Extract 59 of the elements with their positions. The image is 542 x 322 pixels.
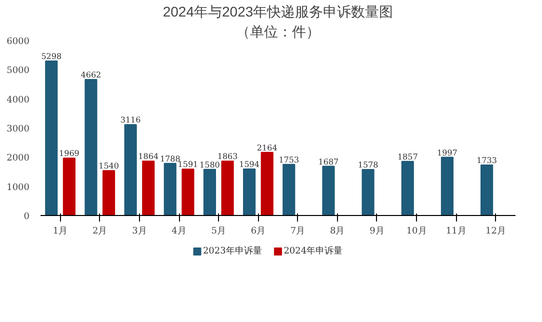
bar: [102, 170, 116, 216]
bar: [124, 124, 137, 216]
y-tick-label: 6000: [6, 37, 30, 47]
bar: [243, 168, 256, 216]
chart-title: 2024年与2023年快递服务申诉数量图: [162, 4, 394, 20]
bar: [62, 158, 76, 216]
x-tick-label: 7月: [290, 226, 306, 236]
bar: [164, 162, 176, 216]
data-label: 1863: [217, 152, 238, 162]
bar: [45, 60, 58, 216]
x-tick-label: 8月: [330, 226, 345, 236]
data-label: 1733: [476, 156, 497, 165]
data-label: 1997: [437, 148, 458, 158]
data-label: 1753: [278, 155, 300, 164]
data-label: 3116: [120, 116, 141, 125]
data-label: 1687: [318, 157, 339, 166]
data-label: 1969: [59, 149, 80, 158]
x-tick-label: 5月: [211, 226, 226, 236]
bar: [182, 168, 194, 216]
y-tick-label: 0: [24, 212, 30, 222]
y-tick-label: 3000: [6, 124, 30, 134]
y-tick-label: 1000: [6, 182, 30, 193]
x-tick-label: 12月: [485, 226, 506, 236]
x-tick-label: 11月: [446, 226, 466, 236]
y-tick-label: 2000: [6, 154, 30, 164]
bar: [362, 168, 374, 216]
x-tick-label: 1月: [52, 226, 68, 236]
bar: [142, 160, 155, 216]
y-tick-label: 5000: [6, 66, 30, 76]
bar: [84, 79, 98, 216]
bar: [480, 164, 494, 216]
bar: [401, 160, 414, 216]
x-tick-label: 3月: [132, 226, 147, 236]
data-label: 1857: [397, 152, 418, 162]
x-tick-label: 4月: [172, 226, 186, 236]
data-label: 4662: [80, 70, 102, 80]
legend-label: 2023年申诉量: [202, 246, 262, 256]
x-tick-label: 2月: [92, 226, 108, 236]
data-label: 1864: [138, 152, 159, 162]
bar: [322, 166, 335, 216]
legend-label: 2024年申诉量: [284, 246, 343, 256]
x-tick-label: 10月: [406, 226, 427, 236]
bar: [203, 168, 216, 216]
x-tick-label: 9月: [370, 226, 384, 236]
data-label: 1580: [200, 160, 220, 170]
x-tick-label: 6月: [250, 226, 266, 236]
data-label: 1788: [160, 154, 180, 164]
bar: [260, 152, 274, 216]
data-label: 1540: [98, 162, 119, 171]
bar: [221, 160, 234, 216]
bar: [282, 164, 296, 216]
data-label: 2164: [256, 143, 278, 152]
data-label: 1594: [239, 160, 260, 170]
chart-subtitle: （单位：件）: [236, 24, 320, 40]
data-label: 1591: [178, 160, 198, 170]
bar: [440, 156, 454, 216]
data-label: 1578: [358, 160, 378, 170]
y-tick-label: 4000: [6, 95, 30, 106]
data-label: 5298: [41, 52, 62, 61]
